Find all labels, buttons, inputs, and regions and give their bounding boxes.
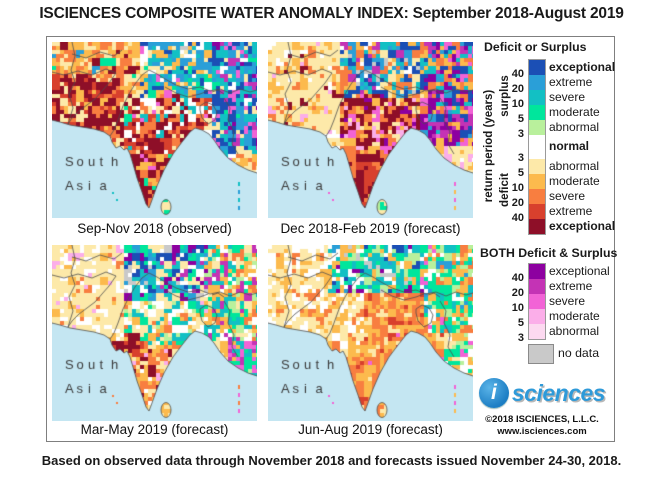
- legend-color-swatch-abnormal: [529, 159, 545, 174]
- legend-color-swatch-moderate: [529, 105, 545, 120]
- legend-label-extreme: extreme: [549, 74, 593, 89]
- legend-deficit-surplus-colorbar: [528, 59, 546, 235]
- map-caption-dec-2018-feb-2019: Dec 2018-Feb 2019 (forecast): [280, 221, 461, 236]
- legend-both-label-severe: severe: [549, 293, 586, 308]
- legend-area: Deficit or Surplus return period (years)…: [474, 37, 618, 439]
- no-data-swatch: [528, 344, 554, 364]
- legend-deficit-tick-5: 5: [517, 167, 524, 179]
- legend-both-tick-40: 40: [511, 272, 524, 284]
- legend-both-swatch-abnormal: [529, 324, 545, 339]
- legend-label-exceptional: exceptional: [549, 218, 616, 233]
- legend-both-colorbar: [528, 263, 546, 340]
- map-caption-mar-may-2019: Mar-May 2019 (forecast): [80, 422, 229, 437]
- legend-color-swatch-extreme: [529, 75, 545, 90]
- legend-return-period-label: return period (years): [483, 89, 495, 203]
- legend-both-label-abnormal: abnormal: [549, 323, 600, 338]
- legend-deficit-tick-40: 40: [511, 212, 524, 224]
- legend-deficit-tick-10: 10: [511, 182, 524, 194]
- legend-surplus-tick-10: 10: [511, 98, 524, 110]
- map-panel-mar-may-2019: [52, 245, 257, 421]
- legend-surplus-tick-20: 20: [511, 83, 524, 95]
- legend-color-swatch-moderate: [529, 174, 545, 189]
- logo-icon-letter: i: [490, 381, 497, 404]
- legend-both-tick-10: 10: [511, 302, 524, 314]
- legend-both-swatch-severe: [529, 294, 545, 309]
- legend-color-swatch-severe: [529, 90, 545, 105]
- legend-label-severe: severe: [549, 89, 586, 104]
- legend-color-swatch-severe: [529, 189, 545, 204]
- map-panel-jun-aug-2019: [268, 245, 473, 421]
- legend-label-moderate: moderate: [549, 173, 600, 188]
- legend-both-swatch-exceptional: [529, 264, 545, 279]
- logo-brand-text: sciences: [511, 379, 606, 406]
- legend-color-swatch-exceptional: [529, 219, 545, 234]
- legend-label-normal: normal: [549, 139, 590, 153]
- isciences-logo: i sciences: [474, 378, 610, 408]
- map-caption-sep-nov-2018: Sep-Nov 2018 (observed): [77, 221, 232, 236]
- map-figure: Sep-Nov 2018 (observed) Dec 2018-Feb 201…: [46, 36, 618, 442]
- legend-surplus-tick-5: 5: [517, 113, 524, 125]
- map-caption-jun-aug-2019: Jun-Aug 2019 (forecast): [298, 422, 443, 437]
- legend-label-abnormal: abnormal: [549, 158, 600, 173]
- footer-note: Based on observed data through November …: [41, 453, 622, 468]
- legend-surplus-tick-3: 3: [517, 128, 524, 140]
- legend-label-exceptional: exceptional: [549, 59, 616, 74]
- legend-both-tick-3: 3: [517, 332, 524, 344]
- page-title: ISCIENCES COMPOSITE WATER ANOMALY INDEX:…: [39, 5, 624, 22]
- legend-both-label-moderate: moderate: [549, 308, 600, 323]
- legend-surplus-tick-40: 40: [511, 68, 524, 80]
- legend-deficit-tick-3: 3: [517, 152, 524, 164]
- copyright-text: ©2018 ISCIENCES, L.L.C.: [485, 414, 599, 425]
- legend-both-title: BOTH Deficit & Surplus: [480, 246, 618, 260]
- legend-deficit-tick-20: 20: [511, 197, 524, 209]
- legend-both-swatch-moderate: [529, 309, 545, 324]
- legend-color-swatch-normal: [529, 135, 545, 159]
- legend-deficit-surplus-title: Deficit or Surplus: [484, 40, 587, 54]
- legend-label-extreme: extreme: [549, 203, 593, 218]
- legend-color-swatch-extreme: [529, 204, 545, 219]
- no-data-label: no data: [558, 346, 600, 360]
- map-panel-sep-nov-2018: [52, 42, 257, 218]
- isciences-logo-icon: i: [478, 378, 509, 408]
- legend-both-tick-5: 5: [517, 317, 524, 329]
- legend-label-abnormal: abnormal: [549, 119, 600, 134]
- map-panel-dec-2018-feb-2019: [268, 42, 473, 218]
- legend-both-tick-20: 20: [511, 287, 524, 299]
- legend-color-swatch-exceptional: [529, 60, 545, 75]
- legend-label-severe: severe: [549, 188, 586, 203]
- legend-both-label-extreme: extreme: [549, 278, 593, 293]
- legend-label-moderate: moderate: [549, 104, 600, 119]
- legend-color-swatch-abnormal: [529, 120, 545, 135]
- legend-both-swatch-extreme: [529, 279, 545, 294]
- legend-both-label-exceptional: exceptional: [549, 263, 610, 278]
- website-text: www.isciences.com: [497, 426, 587, 437]
